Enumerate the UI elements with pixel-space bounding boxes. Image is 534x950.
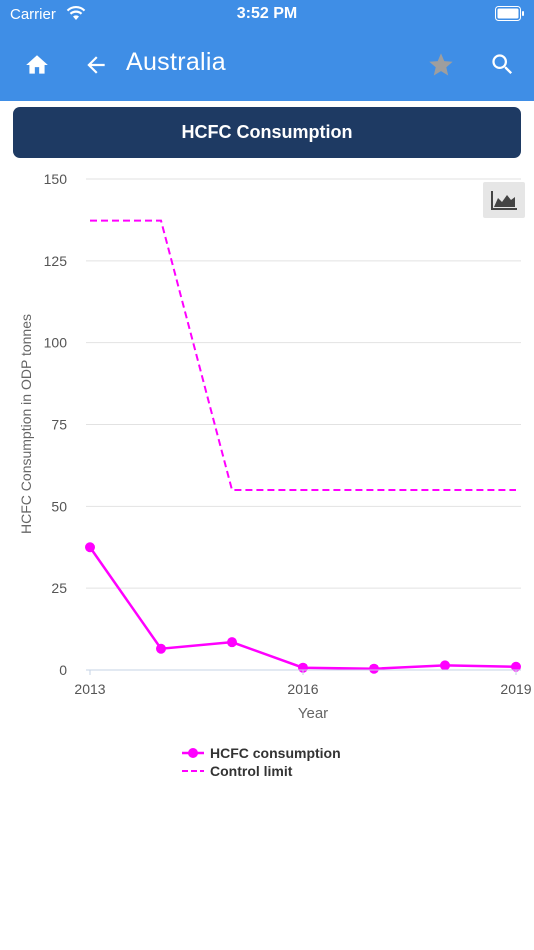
- y-tick-label: 50: [51, 498, 67, 514]
- x-axis-title: Year: [298, 705, 328, 722]
- page-title: Australia: [126, 48, 226, 76]
- y-tick-label: 150: [44, 171, 68, 187]
- chart-type-toggle-button[interactable]: [483, 182, 525, 218]
- data-point[interactable]: [440, 660, 450, 671]
- data-point[interactable]: [369, 663, 379, 674]
- chart: 0 25 50 75 100 125 150 2013 2016 2019 Year HCFC Con…: [18, 171, 532, 779]
- x-tick-label: 2016: [287, 681, 318, 697]
- status-bar: Carrier 3:52 PM: [0, 0, 534, 28]
- data-point[interactable]: [156, 643, 166, 654]
- x-tick-label: 2019: [500, 681, 531, 697]
- y-tick-label: 125: [44, 253, 68, 269]
- y-axis-title: HCFC Consumption in ODP tonnes: [18, 314, 34, 534]
- data-point[interactable]: [511, 661, 521, 672]
- legend-label-control-limit[interactable]: Control limit: [210, 763, 293, 779]
- app-bar: Australia: [0, 28, 534, 101]
- carrier-label: Carrier: [10, 6, 56, 23]
- favorite-button[interactable]: [418, 28, 464, 101]
- data-point[interactable]: [227, 637, 237, 648]
- data-point[interactable]: [85, 542, 95, 553]
- search-button[interactable]: [479, 28, 525, 101]
- x-tick-label: 2013: [74, 681, 105, 697]
- back-button[interactable]: [73, 28, 119, 101]
- legend-label-hcfc-consumption[interactable]: HCFC consumption: [210, 745, 341, 761]
- chart-header-title: HCFC Consumption: [181, 122, 353, 142]
- y-tick-label: 100: [44, 335, 68, 351]
- y-tick-label: 0: [59, 662, 67, 678]
- area-chart-icon: [491, 191, 517, 210]
- chart-header: HCFC Consumption: [13, 107, 521, 158]
- star-icon: [429, 52, 453, 75]
- search-icon: [491, 54, 512, 75]
- series-line-hcfc-consumption: [88, 546, 517, 670]
- battery-icon: [495, 6, 525, 26]
- y-tick-label: 25: [51, 580, 67, 596]
- wifi-icon: [66, 5, 86, 26]
- legend-marker: [188, 748, 198, 758]
- series-line-control-limit: [90, 219, 516, 491]
- home-button[interactable]: [14, 28, 60, 101]
- home-icon: [26, 54, 48, 74]
- back-arrow-icon: [87, 55, 105, 74]
- y-tick-label: 75: [51, 417, 67, 433]
- clock: 3:52 PM: [236, 5, 298, 22]
